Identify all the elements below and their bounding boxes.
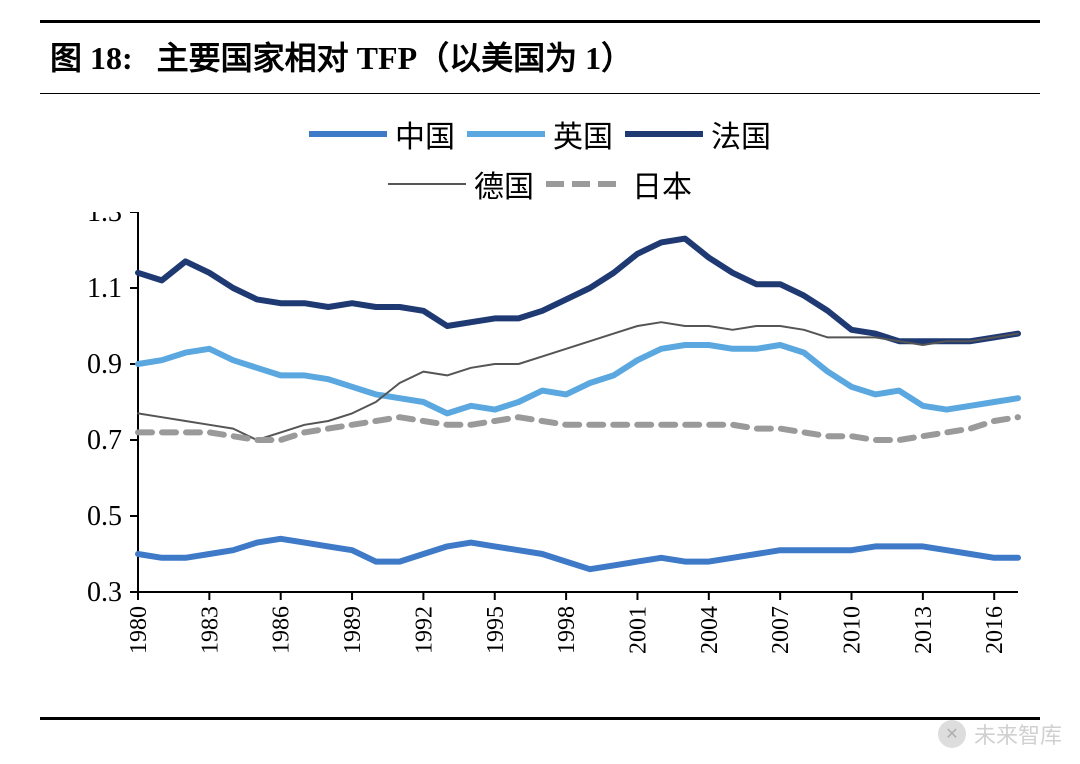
svg-text:0.9: 0.9 [87, 349, 122, 380]
svg-text:1995: 1995 [483, 606, 509, 654]
legend-swatch [625, 131, 703, 137]
series-france [138, 239, 1018, 342]
legend-item-germany: 德国 [388, 162, 534, 206]
legend-swatch [388, 183, 466, 185]
bottom-rule [40, 717, 1040, 720]
svg-text:2007: 2007 [768, 606, 794, 654]
svg-text:1989: 1989 [340, 606, 366, 654]
chart-area: 0.3 0.5 0.7 0.9 1.1 1.3 1980 1983 1986 1989 1992 19… [60, 212, 1040, 687]
watermark-text: 未来智库 [974, 718, 1062, 750]
title-text: 主要国家相对 TFP（以美国为 1） [157, 40, 633, 76]
svg-text:1986: 1986 [269, 606, 295, 654]
line-chart: 0.3 0.5 0.7 0.9 1.1 1.3 1980 1983 1986 1989 1992 19… [60, 212, 1030, 682]
svg-text:0.3: 0.3 [87, 577, 122, 608]
watermark: ✕ 未来智库 [938, 718, 1062, 750]
legend: 中国 英国 法国德国 日本 [40, 112, 1040, 206]
legend-label: 中国 [395, 112, 455, 156]
legend-label: 法国 [711, 112, 771, 156]
svg-text:1983: 1983 [197, 606, 223, 654]
watermark-icon: ✕ [938, 720, 966, 748]
legend-item-china: 中国 [309, 112, 455, 156]
svg-text:2016: 2016 [982, 606, 1008, 654]
legend-swatch [546, 181, 624, 187]
legend-item-france: 法国 [625, 112, 771, 156]
legend-row: 德国 日本 [382, 162, 698, 206]
svg-text:1.1: 1.1 [87, 273, 122, 304]
svg-text:2013: 2013 [911, 606, 937, 654]
svg-text:2001: 2001 [625, 606, 651, 654]
legend-label: 英国 [553, 112, 613, 156]
svg-text:1.3: 1.3 [87, 212, 122, 228]
legend-row: 中国 英国 法国 [303, 112, 777, 156]
legend-label: 日本 [632, 162, 692, 206]
svg-text:0.5: 0.5 [87, 501, 122, 532]
legend-swatch [309, 131, 387, 137]
legend-item-uk: 英国 [467, 112, 613, 156]
svg-text:1998: 1998 [554, 606, 580, 654]
svg-text:0.7: 0.7 [87, 425, 122, 456]
svg-text:2004: 2004 [697, 606, 723, 654]
svg-text:1980: 1980 [126, 606, 152, 654]
series-uk [138, 345, 1018, 413]
chart-title: 图 18: 主要国家相对 TFP（以美国为 1） [40, 20, 1040, 94]
legend-label: 德国 [474, 162, 534, 206]
title-prefix: 图 18: [50, 40, 133, 76]
svg-text:1992: 1992 [411, 606, 437, 654]
legend-item-japan: 日本 [546, 162, 692, 206]
series-china [138, 539, 1018, 569]
legend-swatch [467, 131, 545, 137]
svg-text:2010: 2010 [840, 606, 866, 654]
